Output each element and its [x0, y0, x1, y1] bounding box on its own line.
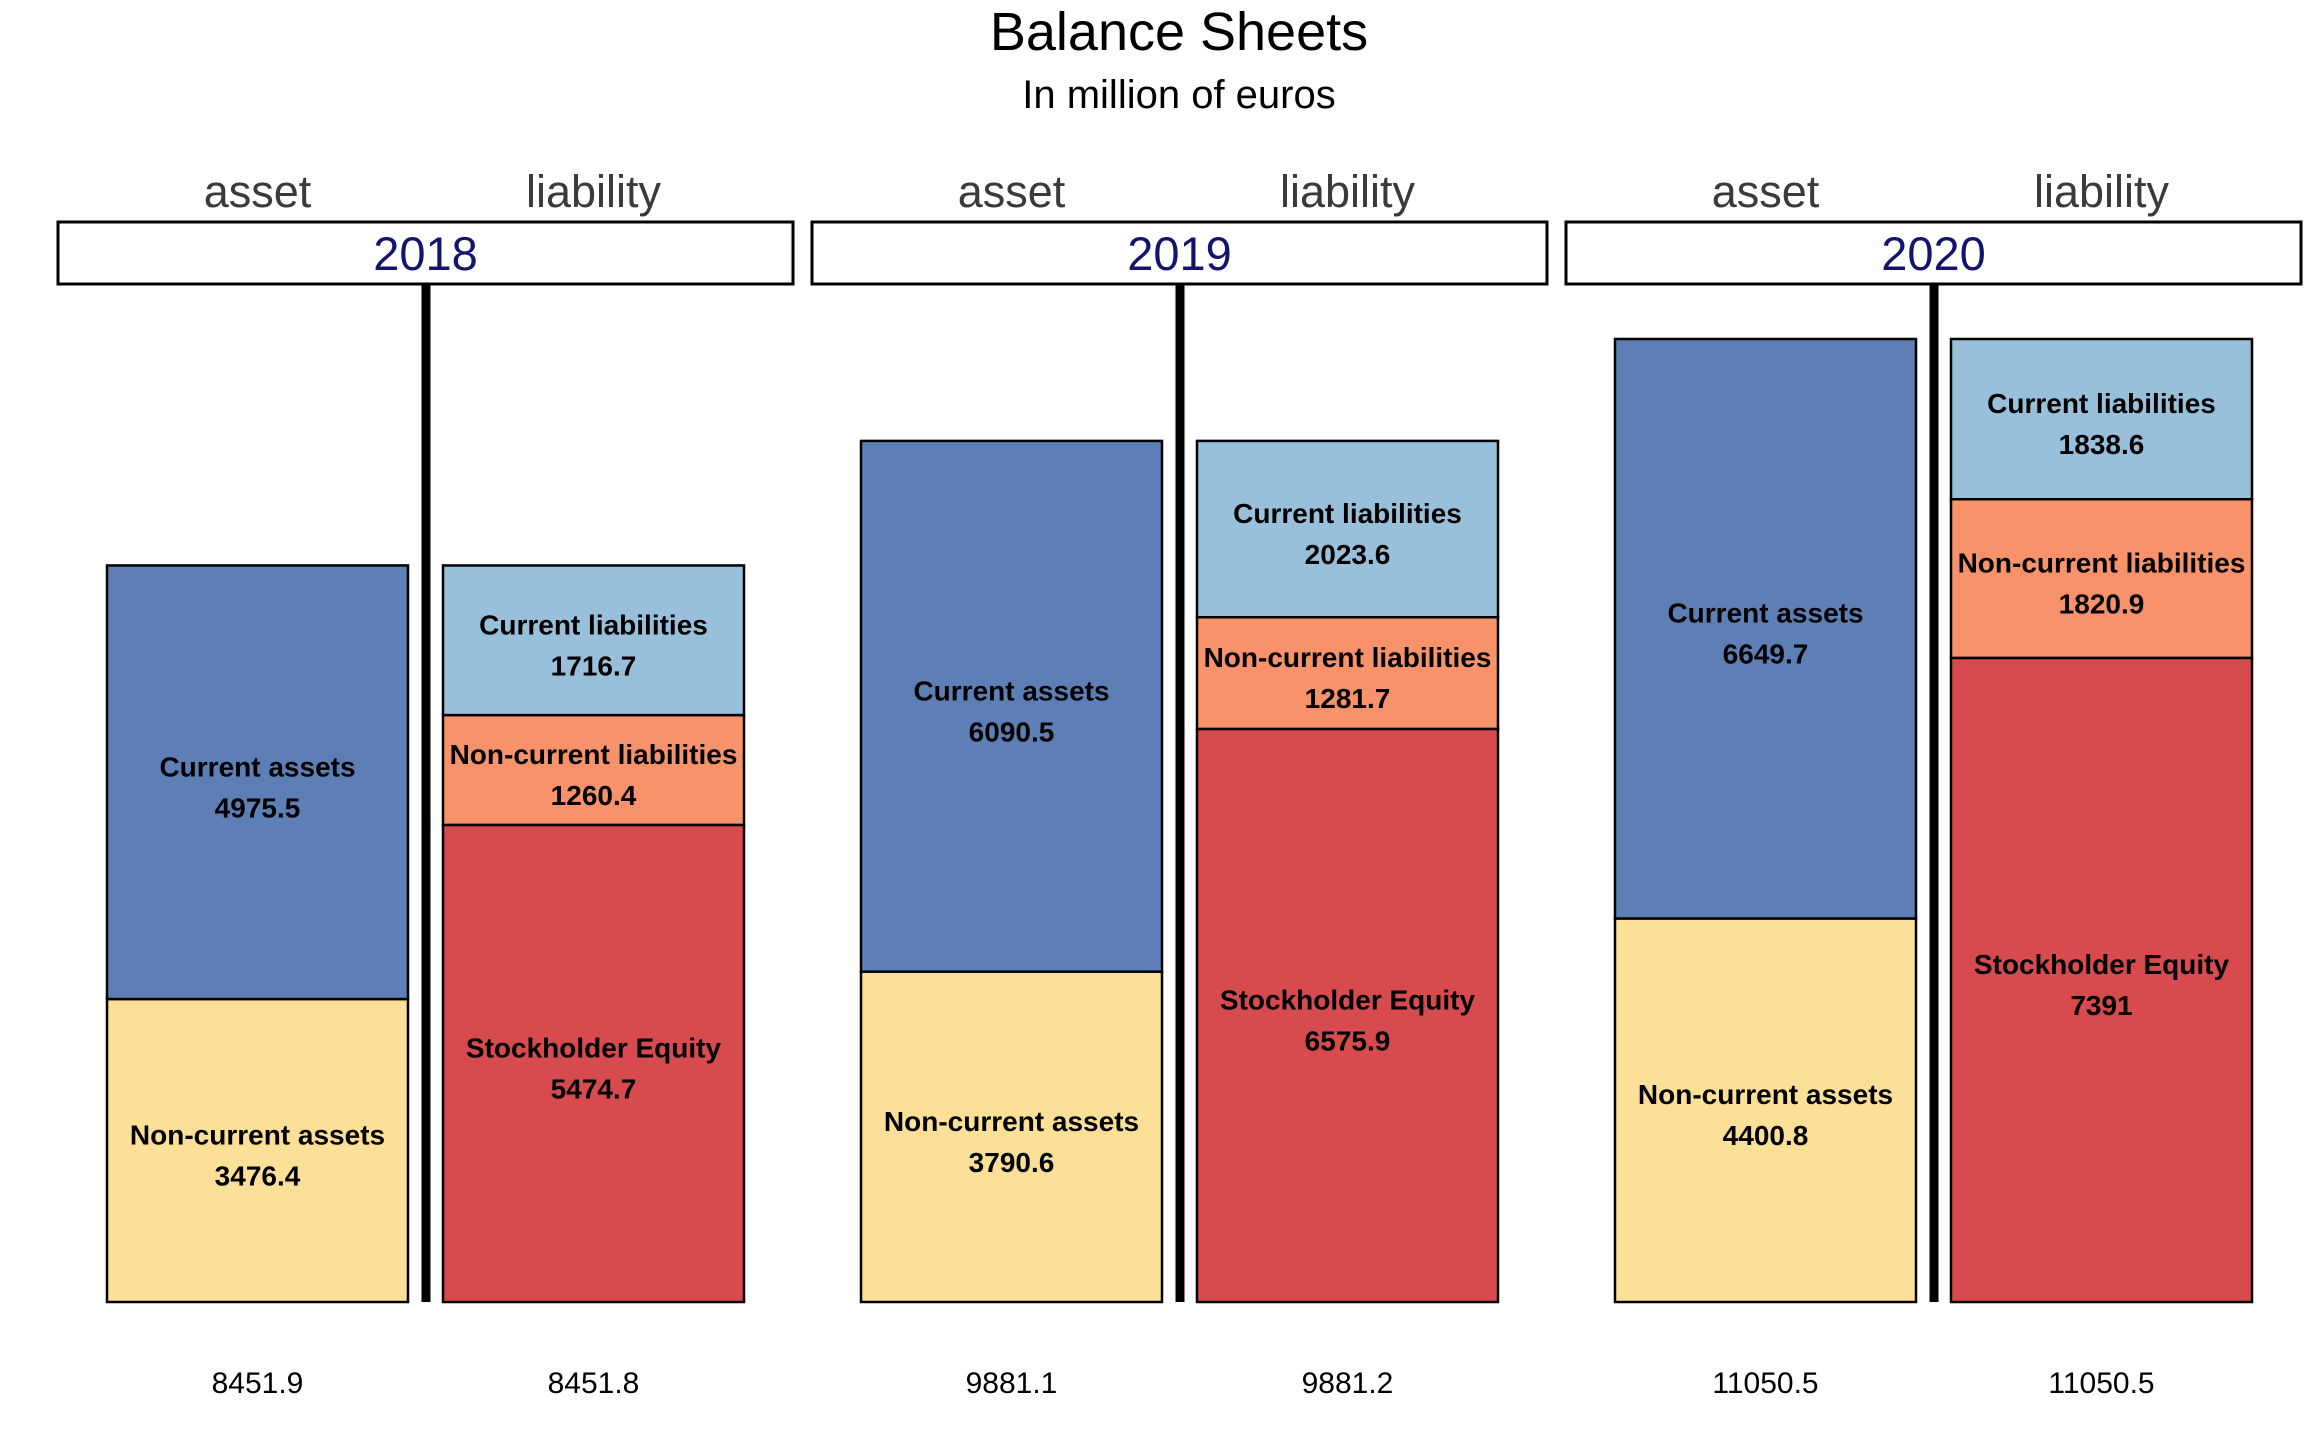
- bar-segment-non-current-liabilities: [1949, 497, 2254, 660]
- bar-segment-current-assets: [859, 439, 1164, 973]
- segment-name-label: Stockholder Equity: [466, 1032, 722, 1063]
- bar-segment-stockholder-equity: [1195, 727, 1500, 1304]
- year-label: 2020: [1881, 227, 1986, 280]
- panels-layer: asset liability 2018 Non-current assets 3476…: [56, 166, 2303, 1400]
- segment-value-label: 4400.8: [1723, 1120, 1809, 1151]
- segment-value-label: 1260.4: [551, 780, 637, 811]
- segment-name-label: Non-current liabilities: [1204, 642, 1492, 673]
- bar-segment-stockholder-equity: [441, 823, 746, 1304]
- side-label-asset: asset: [204, 166, 312, 217]
- segment-name-label: Non-current liabilities: [450, 739, 738, 770]
- side-label-liability: liability: [2034, 166, 2170, 217]
- panel-2019: asset liability 2019 Non-current assets 3790…: [810, 166, 1549, 1400]
- bar-segment-current-liabilities: [441, 564, 746, 717]
- segment-name-label: Non-current assets: [884, 1106, 1139, 1137]
- segment-name-label: Current liabilities: [1987, 388, 2216, 419]
- year-strip: [810, 220, 1549, 286]
- side-label-asset: asset: [958, 166, 1066, 217]
- segment-value-label: 5474.7: [551, 1073, 637, 1104]
- segment-name-label: Current assets: [913, 675, 1109, 706]
- segment-name-label: Current assets: [1667, 598, 1863, 629]
- segment-value-label: 6649.7: [1723, 639, 1809, 670]
- bar-segment-stockholder-equity: [1949, 656, 2254, 1304]
- segment-name-label: Current liabilities: [479, 609, 708, 640]
- bar-segment-current-liabilities: [1195, 439, 1500, 619]
- panel-2018: asset liability 2018 Non-current assets 3476…: [56, 166, 795, 1400]
- bar-segment-current-assets: [105, 564, 410, 1001]
- segment-value-label: 7391: [2070, 990, 2132, 1021]
- segment-value-label: 4975.5: [215, 792, 301, 823]
- chart-title: Balance Sheets: [990, 2, 1368, 62]
- side-label-liability: liability: [1280, 166, 1416, 217]
- bar-segment-non-current-assets: [1613, 917, 1918, 1304]
- segment-value-label: 1838.6: [2059, 429, 2145, 460]
- year-strip: [1564, 220, 2303, 286]
- chart-subtitle: In million of euros: [1022, 73, 1335, 117]
- side-label-asset: asset: [1712, 166, 1820, 217]
- bar-segment-current-assets: [1613, 337, 1918, 920]
- segment-name-label: Stockholder Equity: [1220, 984, 1476, 1015]
- side-label-liability: liability: [526, 166, 662, 217]
- segment-name-label: Non-current assets: [1638, 1079, 1893, 1110]
- total-label-liability: 8451.8: [548, 1367, 640, 1400]
- segment-name-label: Non-current assets: [130, 1120, 385, 1151]
- total-label-asset: 8451.9: [212, 1367, 304, 1400]
- panel-2020: asset liability 2020 Non-current assets 4400…: [1564, 166, 2303, 1400]
- segment-value-label: 1716.7: [551, 650, 637, 681]
- segment-value-label: 6575.9: [1305, 1025, 1391, 1056]
- total-label-asset: 11050.5: [1712, 1367, 1818, 1400]
- segment-name-label: Stockholder Equity: [1974, 949, 2230, 980]
- bar-segment-non-current-liabilities: [1195, 615, 1500, 731]
- segment-value-label: 3790.6: [969, 1147, 1055, 1178]
- bar-segment-non-current-assets: [859, 970, 1164, 1304]
- bar-segment-non-current-liabilities: [441, 713, 746, 827]
- total-label-liability: 9881.2: [1302, 1367, 1394, 1400]
- segment-value-label: 1820.9: [2059, 589, 2145, 620]
- segment-name-label: Current liabilities: [1233, 498, 1462, 529]
- total-label-asset: 9881.1: [966, 1367, 1058, 1400]
- segment-value-label: 3476.4: [215, 1161, 301, 1192]
- bar-segment-current-liabilities: [1949, 337, 2254, 501]
- bar-segment-non-current-assets: [105, 997, 410, 1304]
- segment-name-label: Current assets: [159, 751, 355, 782]
- segment-value-label: 6090.5: [969, 716, 1055, 747]
- year-label: 2018: [373, 227, 478, 280]
- segment-value-label: 2023.6: [1305, 539, 1391, 570]
- year-strip: [56, 220, 795, 286]
- segment-name-label: Non-current liabilities: [1958, 548, 2246, 579]
- segment-value-label: 1281.7: [1305, 683, 1391, 714]
- year-label: 2019: [1127, 227, 1232, 280]
- total-label-liability: 11050.5: [2048, 1367, 2154, 1400]
